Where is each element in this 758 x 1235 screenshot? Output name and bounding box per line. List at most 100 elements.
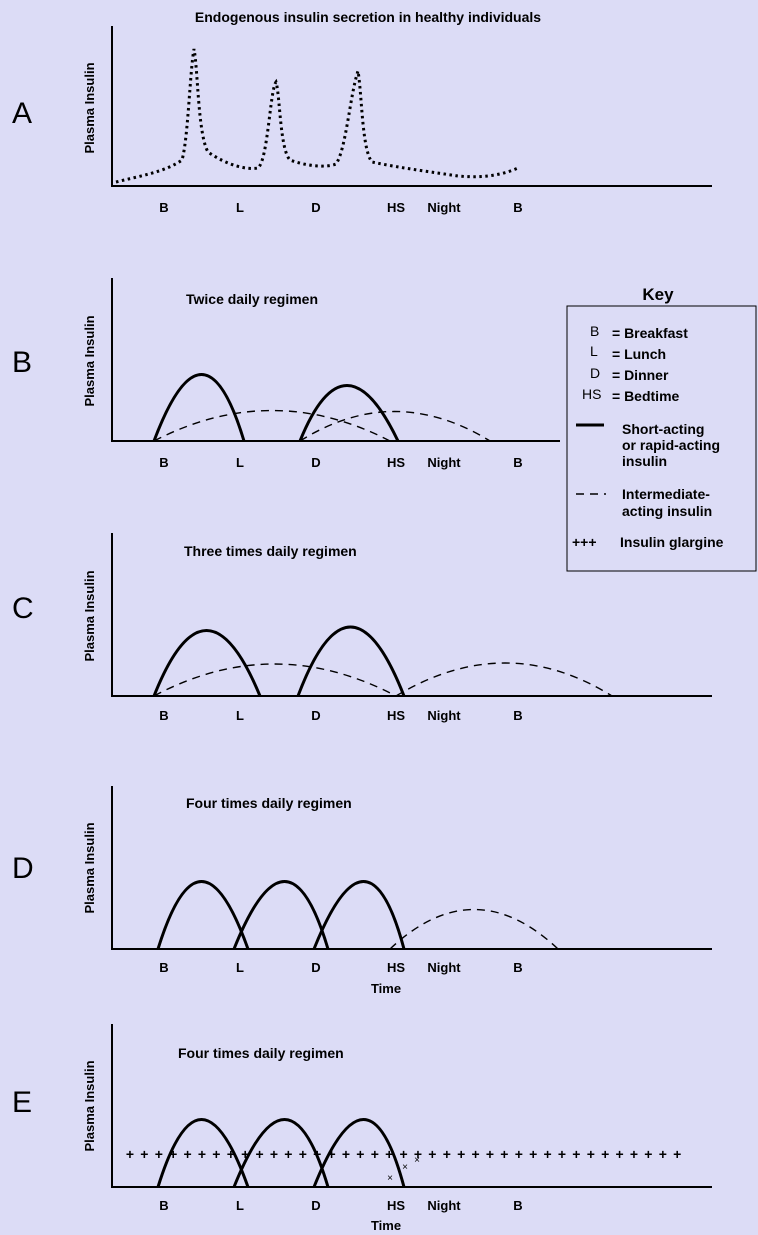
panel-a-tick-l: L [236,200,244,215]
short-acting-curve-1 [156,880,250,950]
key-meaning-dinner: = Dinner [612,367,669,383]
panel-c-tick-hs: HS [387,708,405,723]
plus-mark-icon: + [169,1146,177,1162]
plus-mark-icon: + [198,1146,206,1162]
plus-mark-icon: + [385,1146,393,1162]
panel-a: Endogenous insulin secretion in healthy … [12,9,712,215]
panel-b-tick-d: D [311,455,320,470]
key-symbol-d: D [590,365,600,381]
cross-mark-icon: × [402,1162,408,1173]
panel-a-tick-b: B [159,200,168,215]
cross-mark-icon: × [387,1173,393,1184]
cross-mark-icon: × [414,1155,420,1166]
plus-mark-icon: + [313,1146,321,1162]
panel-c-y-label: Plasma Insulin [82,570,97,661]
panel-a-axes [111,26,712,187]
plus-mark-icon: + [457,1146,465,1162]
short-acting-curve-3 [312,1118,406,1188]
plus-mark-icon: + [587,1146,595,1162]
panel-c-tick-b: B [159,708,168,723]
panel-b-tick-hs: HS [387,455,405,470]
panel-d-y-label: Plasma Insulin [82,822,97,913]
key-symbol-l: L [590,343,598,359]
plus-mark-icon: + [212,1146,220,1162]
plus-mark-icon: + [472,1146,480,1162]
short-acting-curve-1 [152,629,262,697]
panel-b-tick-b2: B [513,455,522,470]
panel-c-tick-d: D [311,708,320,723]
panel-c-title: Three times daily regimen [184,543,357,559]
panel-c-letter: C [12,592,34,625]
plus-mark-icon: + [558,1146,566,1162]
plus-mark-icon: + [400,1146,408,1162]
plus-mark-icon: + [155,1146,163,1162]
plus-mark-icon: + [241,1146,249,1162]
panel-a-tick-hs: HS [387,200,405,215]
panel-b-tick-l: L [236,455,244,470]
panel-b-tick-night: Night [427,455,461,470]
key-box [566,305,757,572]
plus-mark-icon: + [140,1146,148,1162]
panel-e-title: Four times daily regimen [178,1045,344,1061]
key-label-intermediate-2: acting insulin [622,503,712,519]
panel-a-y-label: Plasma Insulin [82,62,97,153]
plus-mark-icon: + [428,1146,436,1162]
plus-mark-icon: + [126,1146,134,1162]
key-symbol-b: B [590,323,599,339]
key-meaning-breakfast: = Breakfast [612,325,688,341]
plus-mark-icon: + [270,1146,278,1162]
plus-mark-icon: + [356,1146,364,1162]
plus-mark-icon: + [443,1146,451,1162]
key-label-intermediate-1: Intermediate- [622,486,710,502]
panel-d-letter: D [12,852,34,885]
key-title: Key [642,285,674,304]
panel-d: Four times daily regimen D Plasma Insuli… [12,786,712,996]
plus-mark-icon: + [342,1146,350,1162]
panel-c: Three times daily regimen C Plasma Insul… [12,533,712,723]
key-plus-line-icon: +++ [572,534,597,550]
panel-a-tick-b2: B [513,200,522,215]
panel-a-letter: A [12,97,32,130]
plus-mark-icon: + [544,1146,552,1162]
panel-c-tick-l: L [236,708,244,723]
plus-mark-icon: + [601,1146,609,1162]
plus-mark-icon: + [659,1146,667,1162]
panel-e-tick-night: Night [427,1198,461,1213]
plus-mark-icon: + [630,1146,638,1162]
panel-b: Twice daily regimen B Plasma Insulin B L… [12,278,560,470]
plus-mark-icon: + [184,1146,192,1162]
plus-mark-icon: + [500,1146,508,1162]
insulin-glargine-line: + + + + + + + + + + + + + + + + + + + + + + + + + + + + + + + + + + + + + + + [126,1146,681,1162]
panel-c-tick-night: Night [427,708,461,723]
panel-d-title: Four times daily regimen [186,795,352,811]
plus-mark-icon: + [616,1146,624,1162]
panel-e-letter: E [12,1086,32,1119]
intermediate-curve-1 [153,409,391,442]
panel-e-tick-l: L [236,1198,244,1213]
plus-mark-icon: + [284,1146,292,1162]
panel-e-tick-b: B [159,1198,168,1213]
panel-d-tick-night: Night [427,960,461,975]
panel-e-x-label: Time [371,1218,401,1233]
panel-c-tick-b2: B [513,708,522,723]
intermediate-curve-2 [395,662,613,697]
short-acting-curve-1 [152,373,246,442]
plus-mark-icon: + [486,1146,494,1162]
plus-mark-icon: + [371,1146,379,1162]
plus-mark-icon: + [515,1146,523,1162]
panel-b-y-label: Plasma Insulin [82,315,97,406]
panel-a-title: Endogenous insulin secretion in healthy … [195,9,541,25]
key-meaning-lunch: = Lunch [612,346,666,362]
short-acting-curve-2 [232,880,330,950]
intermediate-curve-1 [153,663,397,697]
panel-e: Four times daily regimen E Plasma Insuli… [12,1024,712,1233]
panel-d-x-label: Time [371,981,401,996]
panel-b-axes [111,278,560,442]
panel-b-title: Twice daily regimen [186,291,318,307]
key-label-glargine: Insulin glargine [620,534,724,550]
short-acting-curve-3 [312,880,406,950]
plus-mark-icon: + [328,1146,336,1162]
key-label-short-acting-2: or rapid-acting [622,437,720,453]
plus-mark-icon: + [299,1146,307,1162]
